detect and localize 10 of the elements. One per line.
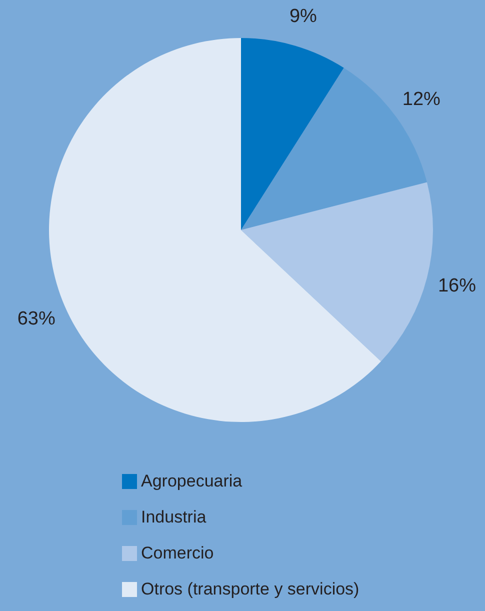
- pie-slice: [241, 38, 344, 230]
- data-label: 9%: [289, 6, 318, 27]
- data-label: 63%: [17, 308, 56, 330]
- legend-label: Otros (transporte y servicios): [141, 580, 360, 598]
- data-label: 16%: [438, 275, 476, 296]
- legend-label: Industria: [141, 508, 207, 526]
- pie-slice: [241, 182, 433, 362]
- legend-label: Agropecuaria: [141, 472, 243, 490]
- data-label: 12%: [402, 88, 441, 110]
- legend-label: Comercio: [141, 544, 214, 562]
